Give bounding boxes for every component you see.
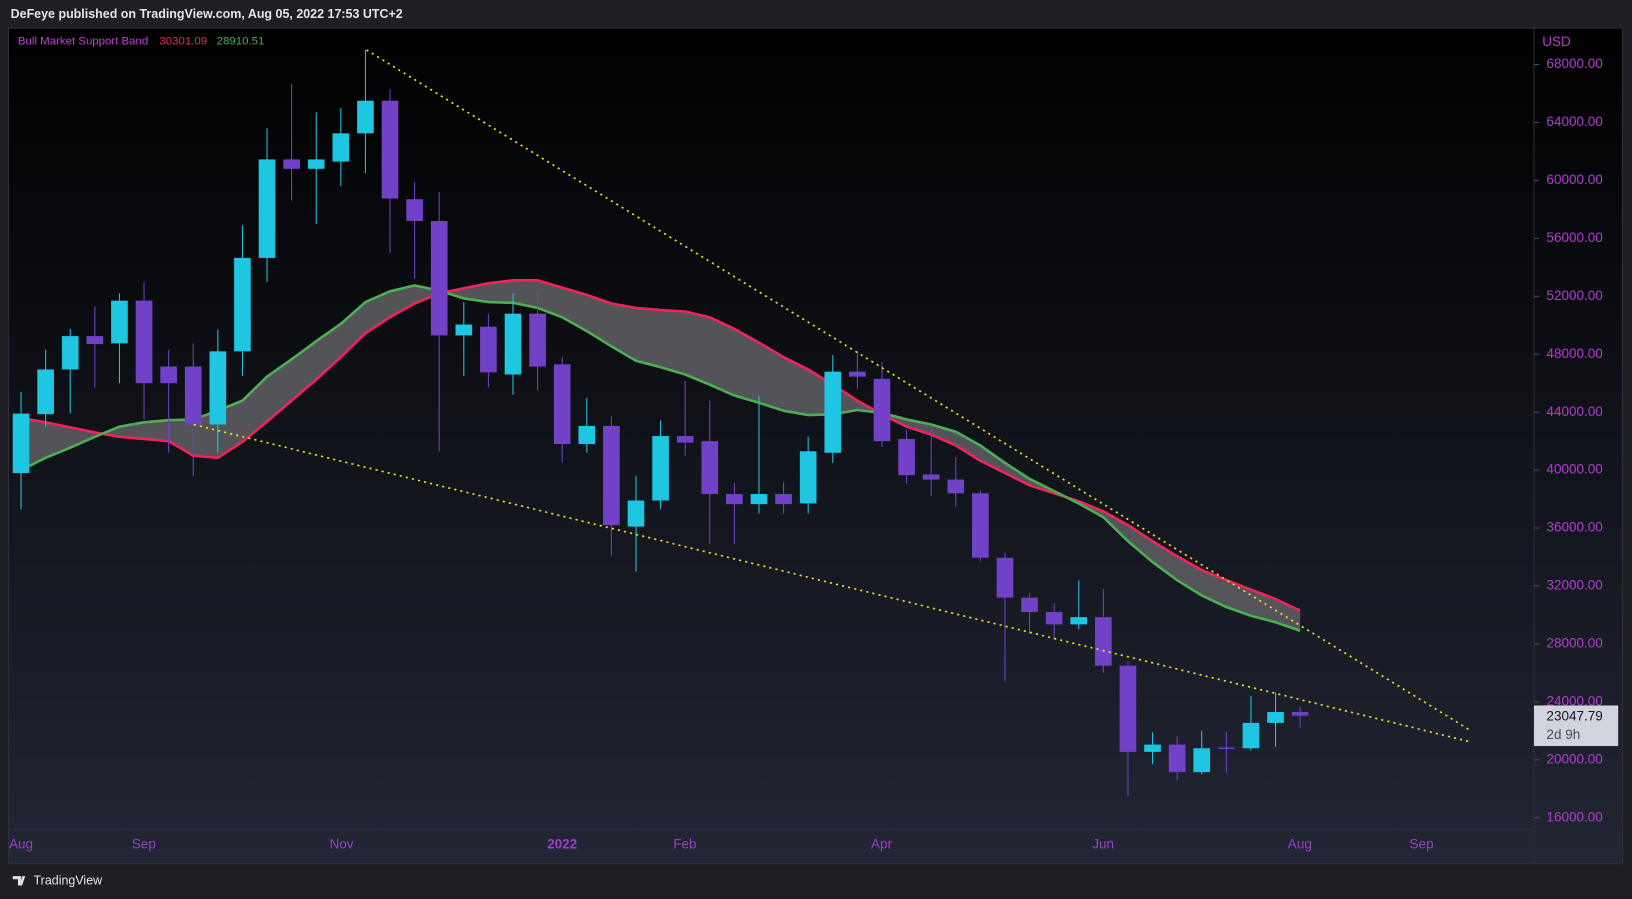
candle-body (799, 451, 817, 504)
candle-body (701, 441, 719, 495)
y-tick-label: 32000.00 (1546, 578, 1602, 593)
y-tick-label: 20000.00 (1546, 751, 1602, 766)
plot (12, 50, 1309, 797)
last-price: 23047.79 (1546, 708, 1602, 723)
candle-body (381, 100, 399, 199)
currency: USD (1542, 34, 1571, 49)
candle-body (652, 436, 669, 501)
candle-body (750, 494, 768, 505)
y-tick-label: 60000.00 (1546, 172, 1602, 187)
candle-body (1144, 744, 1161, 752)
y-tick-label: 64000.00 (1546, 114, 1602, 129)
y-tick-label: 44000.00 (1546, 404, 1602, 419)
candle-body (1218, 747, 1235, 749)
candle-body (480, 326, 497, 373)
candle-body (209, 351, 227, 425)
candle-body (1045, 612, 1063, 625)
band-line (20, 279, 1301, 612)
candle-body (406, 199, 423, 221)
candle-body (824, 371, 842, 453)
candle-body (430, 220, 448, 336)
candle-body (86, 336, 104, 345)
countdown: 2d 9h (1546, 727, 1580, 742)
x-tick-label: Sep (132, 836, 156, 851)
trend-line (193, 423, 1471, 743)
candle-body (1193, 748, 1211, 773)
candle-body (1267, 712, 1284, 723)
x-tick-label: Feb (673, 836, 696, 851)
candle-body (184, 366, 202, 425)
candle-body (849, 371, 866, 377)
x-tick-label: 2022 (547, 836, 577, 851)
y-tick-label: 28000.00 (1546, 636, 1602, 651)
candle-body (775, 494, 792, 505)
candle-body (135, 300, 153, 384)
candle-body (234, 257, 251, 352)
logo-text: TradingView (34, 874, 104, 888)
y-tick-label: 36000.00 (1546, 520, 1602, 535)
indicator-name: Bull Market Support Band (18, 36, 148, 48)
band-line (20, 284, 1301, 632)
candle-body (357, 100, 374, 134)
chart-pane (8, 27, 1623, 865)
price-box (1533, 705, 1619, 747)
logo: TradingView (12, 874, 104, 888)
candle-body (1291, 712, 1309, 716)
y-tick-label: 16000.00 (1546, 809, 1602, 824)
candle-body (1119, 665, 1137, 752)
legend-value: 28910.51 (217, 36, 265, 48)
y-tick-label: 56000.00 (1546, 230, 1602, 245)
candle-body (307, 159, 325, 169)
publish-info: DeFeye published on TradingView.com, Aug… (11, 7, 403, 21)
candle-body (996, 557, 1014, 598)
x-tick-label: Jun (1092, 836, 1114, 851)
candle-body (1070, 617, 1088, 625)
candle-body (258, 159, 276, 258)
y-tick-label: 24000.00 (1546, 693, 1602, 708)
x-tick-label: Aug (9, 836, 33, 851)
candle-body (603, 425, 620, 526)
candle-body (12, 413, 30, 474)
candle-body (627, 500, 645, 527)
x-tick-label: Apr (871, 836, 893, 851)
x-tick-label: Sep (1410, 836, 1434, 851)
candle-body (332, 133, 350, 162)
candle-body (61, 336, 79, 370)
candle-body (1095, 617, 1112, 666)
x-tick-label: Aug (1288, 836, 1312, 851)
candle-body (529, 313, 546, 367)
candle-body (922, 474, 940, 480)
logo-icon (12, 876, 26, 886)
x-tick-label: Nov (330, 836, 354, 851)
candle-body (726, 494, 743, 505)
y-tick-label: 52000.00 (1546, 288, 1602, 303)
legend-value: 30301.09 (159, 36, 207, 48)
y-tick-label: 68000.00 (1546, 56, 1602, 71)
y-tick-label: 48000.00 (1546, 346, 1602, 361)
candle-body (1168, 744, 1186, 773)
y-tick-label: 40000.00 (1546, 462, 1602, 477)
band-fill (21, 280, 1301, 631)
candle-body (553, 364, 571, 445)
candle-body (283, 159, 300, 169)
candle-body (37, 369, 54, 415)
candle-body (160, 366, 177, 384)
candle-body (676, 436, 694, 443)
trend-line (366, 49, 1471, 732)
candle-body (873, 378, 891, 442)
candle-body (898, 438, 915, 476)
candle-body (1242, 722, 1260, 749)
candle-body (111, 300, 128, 344)
candle-body (578, 425, 596, 445)
candle-body (947, 479, 965, 494)
candle-body (455, 324, 473, 336)
candle-body (504, 313, 522, 375)
candle-body (1021, 597, 1038, 613)
candle-body (972, 493, 989, 558)
